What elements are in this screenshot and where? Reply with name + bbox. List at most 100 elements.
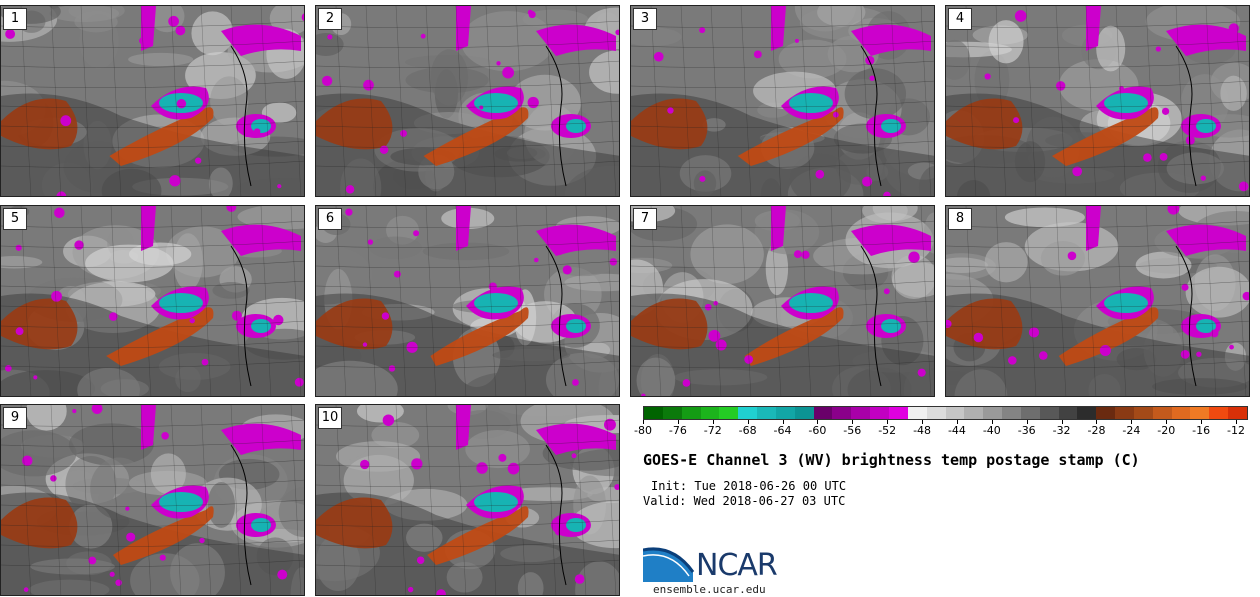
- water-vapor-map: [316, 6, 619, 196]
- colorbar-swatch: [1020, 407, 1040, 419]
- stamp-panel-4: 4: [945, 5, 1250, 197]
- colorbar-tick: [712, 420, 714, 424]
- colorbar-swatch: [1002, 407, 1021, 419]
- valid-time: Valid: Wed 2018-06-27 03 UTC: [643, 494, 846, 508]
- colorbar-swatch: [662, 407, 682, 419]
- water-vapor-map: [1, 206, 304, 396]
- colorbar-tick: [817, 420, 819, 424]
- colorbar-swatch: [945, 407, 965, 419]
- colorbar-swatch: [926, 407, 946, 419]
- colorbar-tick: [1236, 420, 1237, 424]
- colorbar-tick-label: -16: [1192, 424, 1211, 437]
- panel-number-label: 1: [3, 8, 27, 30]
- colorbar-swatch: [907, 407, 927, 419]
- colorbar-tick: [887, 420, 889, 424]
- colorbar-swatch: [964, 407, 984, 419]
- colorbar-swatch: [1209, 407, 1229, 419]
- colorbar-swatch: [644, 407, 663, 419]
- colorbar-tick-label: -48: [913, 424, 932, 437]
- stamp-panel-6: 6: [315, 205, 620, 397]
- colorbar-tick-label: -44: [947, 424, 966, 437]
- ncar-url: ensemble.ucar.edu: [653, 583, 766, 596]
- panel-number-label: 10: [318, 407, 342, 429]
- stamp-panel-3: 3: [630, 5, 935, 197]
- water-vapor-map: [631, 206, 934, 396]
- colorbar-tick-label: -60: [808, 424, 827, 437]
- colorbar-swatch: [1115, 407, 1134, 419]
- colorbar-swatch: [775, 407, 795, 419]
- colorbar-tick-label: -72: [703, 424, 722, 437]
- colorbar-ticks: -80 -76 -72 -68 -64 -60 -56 -52 -48 -44 -40 -36 -32 -…: [634, 420, 1248, 444]
- panel-number-label: 3: [633, 8, 657, 30]
- water-vapor-map: [316, 405, 619, 595]
- ncar-logo-text: NCAR: [696, 548, 778, 583]
- colorbar-swatch: [983, 407, 1003, 419]
- colorbar-swatch: [1190, 407, 1210, 419]
- colorbar-tick-label: -12: [1227, 424, 1245, 437]
- colorbar-swatch: [1058, 407, 1078, 419]
- colorbar-tick: [1096, 420, 1098, 424]
- colorbar-tick: [677, 420, 679, 424]
- colorbar-swatch: [1096, 407, 1116, 419]
- colorbar-swatch: [832, 407, 852, 419]
- colorbar-tick: [991, 420, 993, 424]
- water-vapor-map: [1, 405, 304, 595]
- colorbar-tick-label: -80: [634, 424, 652, 437]
- water-vapor-map: [946, 6, 1249, 196]
- colorbar-swatch: [1133, 407, 1153, 419]
- colorbar-swatch: [757, 407, 776, 419]
- panel-number-label: 7: [633, 208, 657, 230]
- stamp-panel-7: 7: [630, 205, 935, 397]
- colorbar-tick-label: -64: [773, 424, 792, 437]
- init-time: Init: Tue 2018-06-26 00 UTC: [651, 479, 847, 493]
- panel-number-label: 8: [948, 208, 972, 230]
- colorbar-swatch: [1152, 407, 1172, 419]
- colorbar-tick-label: -32: [1052, 424, 1071, 437]
- panel-number-label: 5: [3, 208, 27, 230]
- colorbar-tick: [1131, 420, 1133, 424]
- colorbar-swatch: [794, 407, 814, 419]
- colorbar-tick-label: -20: [1157, 424, 1176, 437]
- stamp-panel-1: 1: [0, 5, 305, 197]
- colorbar-swatch: [851, 407, 871, 419]
- colorbar-swatch: [1039, 407, 1059, 419]
- stamp-panel-10: 10: [315, 404, 620, 596]
- colorbar-tick: [922, 420, 924, 424]
- colorbar-tick: [1166, 420, 1168, 424]
- colorbar-swatch: [681, 407, 701, 419]
- water-vapor-map: [631, 6, 934, 196]
- colorbar-swatch: [738, 407, 758, 419]
- colorbar-tick: [852, 420, 854, 424]
- stamp-panel-2: 2: [315, 5, 620, 197]
- colorbar-tick: [782, 420, 784, 424]
- colorbar-tick-label: -36: [1017, 424, 1036, 437]
- colorbar-swatch: [1228, 407, 1247, 419]
- colorbar-tick-label: -40: [982, 424, 1001, 437]
- colorbar: [643, 406, 1248, 420]
- colorbar-tick: [643, 420, 644, 424]
- colorbar-swatch: [1077, 407, 1097, 419]
- colorbar-tick-label: -24: [1122, 424, 1141, 437]
- panel-number-label: 2: [318, 8, 342, 30]
- colorbar-tick-label: -68: [738, 424, 757, 437]
- stamp-panel-9: 9: [0, 404, 305, 596]
- colorbar-swatch: [1171, 407, 1191, 419]
- panel-number-label: 6: [318, 208, 342, 230]
- colorbar-swatch: [719, 407, 739, 419]
- colorbar-tick-label: -28: [1087, 424, 1106, 437]
- colorbar-swatch: [700, 407, 720, 419]
- panel-number-label: 9: [3, 407, 27, 429]
- colorbar-tick-label: -56: [843, 424, 862, 437]
- water-vapor-map: [946, 206, 1249, 396]
- colorbar-swatch: [813, 407, 833, 419]
- ncar-logo-icon: [643, 547, 695, 582]
- colorbar-tick-label: -52: [878, 424, 897, 437]
- colorbar-tick-label: -76: [668, 424, 687, 437]
- colorbar-tick: [747, 420, 749, 424]
- panel-number-label: 4: [948, 8, 972, 30]
- colorbar-tick: [1061, 420, 1063, 424]
- colorbar-tick: [956, 420, 958, 424]
- figure-title: GOES-E Channel 3 (WV) brightness temp po…: [643, 451, 1140, 469]
- colorbar-swatch: [888, 407, 908, 419]
- stamp-panel-8: 8: [945, 205, 1250, 397]
